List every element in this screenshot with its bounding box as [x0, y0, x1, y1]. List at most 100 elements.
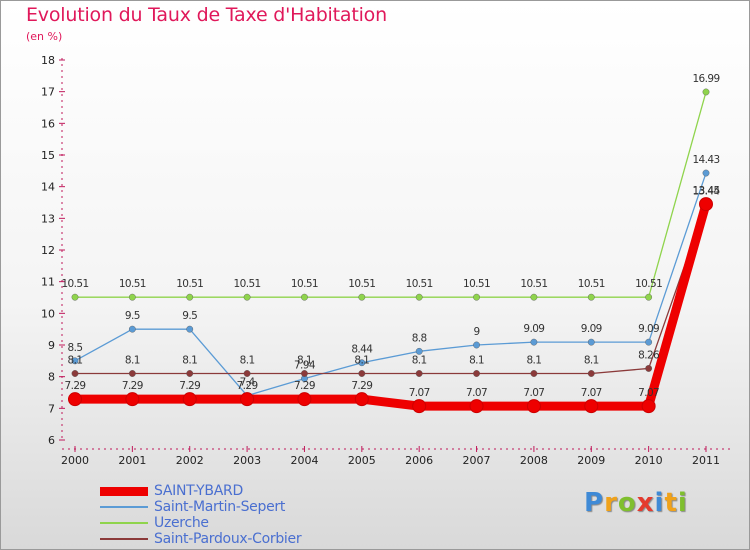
data-label: 9.09 — [581, 323, 602, 335]
legend-swatch — [100, 486, 148, 496]
data-label: 8.8 — [412, 332, 427, 344]
legend-label: Saint-Pardoux-Corbier — [154, 531, 302, 547]
logo-letter: i — [677, 488, 688, 518]
data-label: 10.51 — [234, 278, 261, 290]
data-label: 7.29 — [65, 380, 86, 392]
data-label: 7.29 — [351, 380, 372, 392]
x-tick-label: 2001 — [118, 454, 146, 467]
series-line — [74, 172, 707, 397]
data-label: 8.1 — [526, 355, 541, 367]
data-point — [587, 370, 595, 377]
data-label: 9 — [473, 326, 479, 338]
data-label: 7.07 — [581, 387, 602, 399]
data-label: 9.09 — [523, 323, 544, 335]
y-tick-label: 6 — [48, 434, 55, 447]
data-label: 10.51 — [463, 278, 490, 290]
data-point — [645, 338, 653, 346]
series-line — [74, 203, 707, 375]
proxiti-logo: Proxiti — [584, 488, 688, 518]
x-tick-label: 2006 — [405, 454, 433, 467]
data-point — [645, 365, 653, 372]
data-point — [702, 169, 710, 177]
data-point — [71, 370, 79, 377]
x-tick-label: 2009 — [577, 454, 605, 467]
data-point — [301, 293, 308, 301]
x-tick-label: 2010 — [635, 454, 663, 467]
x-tick-label: 2004 — [290, 454, 318, 467]
legend-swatch — [100, 506, 148, 508]
y-tick-label: 8 — [48, 371, 55, 384]
data-label: 7.29 — [122, 380, 143, 392]
data-point — [702, 88, 710, 96]
y-tick-label: 18 — [41, 54, 55, 67]
data-labels: 10.51 10.51 10.51 10.51 10.51 10.51 10.51 10.51… — [61, 73, 721, 399]
series-line — [70, 199, 711, 411]
data-label: 10.51 — [635, 278, 662, 290]
data-point — [645, 293, 653, 301]
data-label: 7.29 — [179, 380, 200, 392]
data-label: 8.1 — [125, 355, 140, 367]
y-tick-label: 7 — [48, 402, 55, 415]
axes: 6 7 8 9 10 11 12 13 14 15 16 17 18 2000 2001 2002 2003 20… — [41, 54, 730, 467]
data-point — [186, 293, 194, 301]
data-point — [301, 370, 308, 377]
data-point — [71, 357, 79, 365]
data-label: 10.51 — [61, 278, 88, 290]
data-label: 10.51 — [291, 278, 318, 290]
data-point — [125, 392, 140, 407]
x-tick-label: 2005 — [348, 454, 376, 467]
data-point — [68, 392, 82, 407]
data-label: 8.1 — [412, 355, 427, 367]
data-label: 9.5 — [182, 310, 197, 322]
data-label: 8.1 — [297, 355, 312, 367]
data-label: 7.29 — [237, 380, 258, 392]
x-tick-label: 2007 — [463, 454, 491, 467]
legend-item: SAINT-YBARD — [100, 483, 301, 499]
data-point — [186, 325, 194, 333]
data-label: 7.07 — [523, 387, 544, 399]
data-point — [354, 392, 369, 407]
data-label: 10.51 — [348, 278, 375, 290]
data-point — [128, 325, 136, 333]
data-label: 10.51 — [176, 278, 203, 290]
y-tick-label: 9 — [48, 339, 55, 352]
data-point — [243, 293, 251, 301]
data-point — [530, 370, 538, 377]
logo-letter: r — [604, 488, 618, 518]
y-tick-label: 14 — [41, 181, 55, 194]
y-tick-label: 17 — [41, 86, 55, 99]
legend-label: Saint-Martin-Sepert — [154, 499, 286, 515]
data-point — [412, 399, 427, 414]
data-label: 7.07 — [466, 387, 487, 399]
data-point — [526, 399, 541, 414]
data-label: 9.5 — [125, 310, 140, 322]
data-label: 8.26 — [638, 349, 660, 361]
data-label: 7.07 — [409, 387, 430, 399]
data-point — [358, 293, 366, 301]
y-tick-label: 16 — [41, 117, 55, 130]
data-point — [128, 293, 136, 301]
legend-swatch — [100, 538, 148, 540]
data-label: 8.1 — [354, 355, 369, 367]
data-point — [469, 399, 484, 414]
data-label: 8.1 — [584, 355, 599, 367]
series-line — [74, 91, 707, 298]
data-label: 8.1 — [240, 355, 255, 367]
data-point — [358, 370, 366, 377]
data-label: 10.51 — [520, 278, 547, 290]
logo-letter: t — [664, 488, 678, 518]
chart-subtitle: (en %) — [26, 30, 63, 43]
legend-item: Uzerche — [100, 515, 301, 531]
data-point — [240, 392, 255, 407]
data-point — [473, 370, 480, 377]
data-label: 8.1 — [182, 355, 197, 367]
data-point — [415, 370, 423, 377]
data-label: 10.51 — [119, 278, 146, 290]
data-point — [473, 341, 480, 349]
data-label: 16.99 — [692, 73, 719, 85]
data-label: 7.07 — [638, 387, 659, 399]
legend: SAINT-YBARD Saint-Martin-Sepert Uzerche Sai… — [100, 483, 302, 547]
data-point — [641, 399, 656, 414]
data-label: 10.51 — [578, 278, 605, 290]
